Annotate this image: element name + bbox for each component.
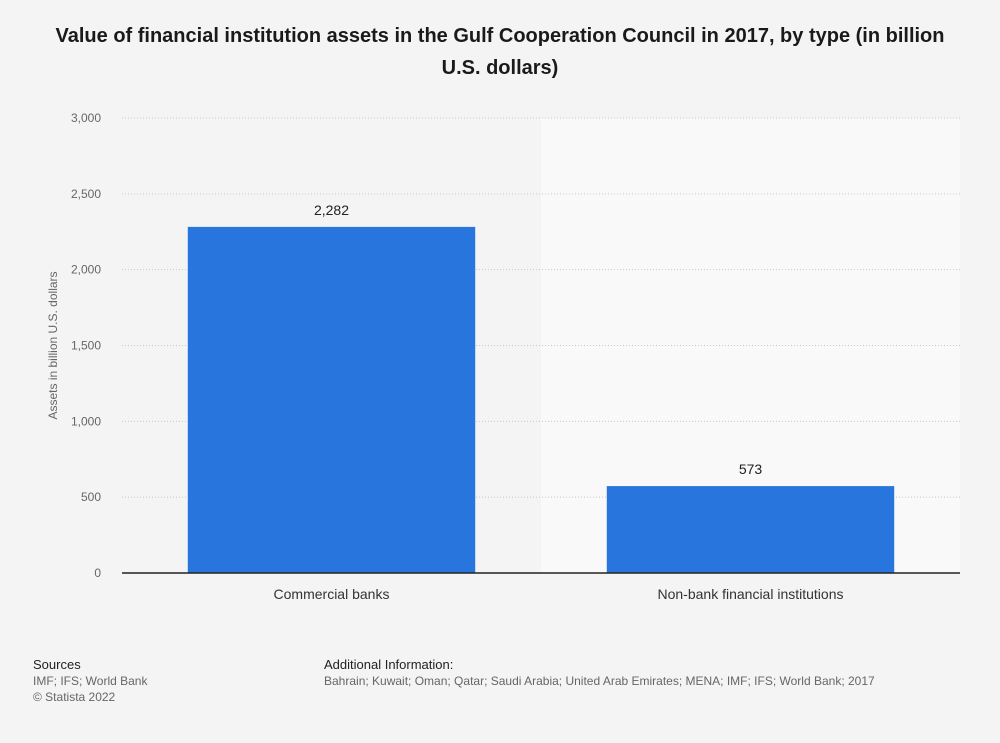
sources-text: IMF; IFS; World Bank: [33, 674, 148, 688]
sources-block: Sources IMF; IFS; World Bank © Statista …: [33, 657, 147, 705]
x-tick-label: Commercial banks: [274, 586, 390, 602]
y-tick-label: 1,500: [71, 339, 101, 353]
bar-value-label: 573: [739, 461, 763, 477]
additional-info-heading: Additional Information:: [324, 657, 454, 672]
y-tick-label: 2,500: [71, 187, 101, 201]
y-tick-label: 3,000: [71, 111, 101, 125]
y-tick-label: 0: [94, 566, 101, 580]
chart-title: Value of financial institution assets in…: [55, 25, 945, 79]
sources-heading: Sources: [33, 657, 81, 672]
y-axis-label: Assets in billion U.S. dollars: [46, 271, 60, 419]
bar-chart: 0 500 1,000 1,500 2,000 2,500 3,000 Assets in b…: [46, 111, 960, 602]
x-tick-label: Non-bank financial institutions: [658, 586, 844, 602]
additional-info-block: Additional Information: Bahrain; Kuwait;…: [324, 657, 875, 689]
bar: [187, 226, 476, 573]
additional-info-text: Bahrain; Kuwait; Oman; Qatar; Saudi Arab…: [324, 674, 875, 688]
bar: [606, 486, 895, 573]
y-tick-label: 1,000: [71, 414, 101, 428]
bar-value-label: 2,282: [314, 202, 349, 218]
copyright-text: © Statista 2022: [33, 690, 116, 704]
y-tick-label: 2,000: [71, 263, 101, 277]
y-tick-label: 500: [81, 490, 101, 504]
